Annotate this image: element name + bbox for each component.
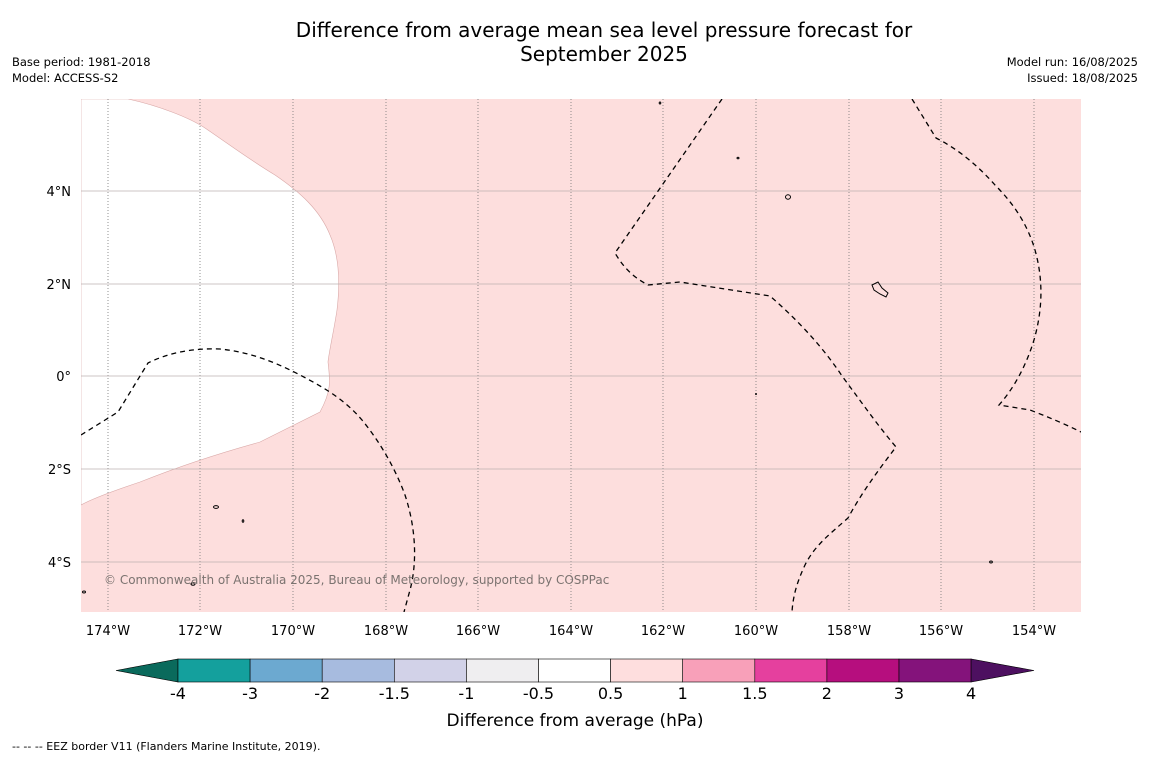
lon-tick-label: 158°W [827, 624, 871, 639]
colorbar-tick-label: 2 [822, 684, 832, 703]
island-shape [213, 505, 219, 509]
colorbar-box [538, 658, 611, 683]
colorbar-tick-label: -4 [170, 684, 186, 703]
island-shape [82, 590, 86, 594]
lon-tick-label: 174°W [86, 624, 130, 639]
eez-border [911, 99, 1081, 433]
colorbar-tick-label: 3 [894, 684, 904, 703]
map-panel: © Commonwealth of Australia 2025, Bureau… [81, 99, 1081, 612]
colorbar-box [393, 658, 467, 683]
colorbar-box [898, 658, 972, 683]
latitude-axis: 4°N 2°N 0° 2°S 4°S [47, 185, 72, 571]
colorbar-box [610, 658, 683, 683]
colorbar-box [754, 658, 828, 683]
island-shape [871, 281, 889, 298]
colorbar-box [826, 658, 900, 683]
eez-footnote: -- -- -- EEZ border V11 (Flanders Marine… [12, 740, 321, 753]
model-name: Model: ACCESS-S2 [12, 71, 119, 85]
colorbar-tick-label: -3 [242, 684, 258, 703]
colorbar-box [466, 658, 539, 683]
chart-title: Difference from average mean sea level p… [0, 18, 1150, 66]
lon-tick-label: 154°W [1012, 624, 1056, 639]
colorbar-box [682, 658, 756, 683]
base-period: Base period: 1981-2018 [12, 55, 151, 69]
lat-tick-label: 0° [56, 370, 71, 385]
colorbar-extend-min [115, 658, 179, 683]
eez-borders [81, 99, 1081, 612]
lon-tick-label: 164°W [549, 624, 593, 639]
model-run: Model run: 16/08/2025 [1006, 55, 1138, 69]
neutral-region [81, 99, 340, 506]
lon-tick-label: 156°W [919, 624, 963, 639]
meta-right: Model run: 16/08/2025 Issued: 18/08/2025 [1007, 54, 1138, 86]
lat-tick-label: 4°N [47, 185, 72, 200]
title-line-1: Difference from average mean sea level p… [295, 18, 913, 42]
colorbar-tick-label: -2 [314, 684, 330, 703]
colorbar-tick-label: -0.5 [523, 684, 554, 703]
lat-tick-label: 2°S [48, 463, 71, 478]
colorbar-box [249, 658, 323, 683]
island-shape [785, 194, 791, 200]
lat-tick-label: 2°N [47, 278, 72, 293]
grid-lines [81, 99, 1081, 612]
colorbar-box [321, 658, 395, 683]
island-shape [755, 393, 757, 395]
eez-border [614, 99, 897, 612]
colorbar-tick-label: 4 [966, 684, 976, 703]
island-shape [658, 101, 662, 105]
lon-tick-label: 160°W [734, 624, 778, 639]
copyright-notice: © Commonwealth of Australia 2025, Bureau… [104, 573, 609, 587]
colorbar-boxes [115, 658, 1035, 683]
island-shape [241, 519, 245, 523]
colorbar-tick-labels: -4 -3 -2 -1.5 -1 -0.5 0.5 1 1.5 2 3 4 [170, 684, 976, 703]
lon-tick-label: 170°W [271, 624, 315, 639]
lon-tick-label: 172°W [178, 624, 222, 639]
colorbar-extend-max [970, 658, 1035, 683]
colorbar-tick-label: -1.5 [379, 684, 410, 703]
island-shape [989, 560, 993, 564]
colorbar-tick-label: 0.5 [598, 684, 623, 703]
lon-tick-label: 162°W [641, 624, 685, 639]
lon-tick-label: 168°W [364, 624, 408, 639]
islands [82, 101, 993, 594]
colorbar-tick-label: 1.5 [742, 684, 767, 703]
island-shape [190, 582, 196, 586]
issued-date: Issued: 18/08/2025 [1027, 71, 1138, 85]
title-line-2: September 2025 [520, 42, 688, 66]
longitude-axis: 174°W 172°W 170°W 168°W 166°W 164°W 162°… [86, 624, 1056, 639]
eez-border [81, 348, 416, 612]
colorbar-box [177, 658, 251, 683]
colorbar-tick-label: 1 [678, 684, 688, 703]
lon-tick-label: 166°W [456, 624, 500, 639]
colorbar-tick-label: -1 [458, 684, 474, 703]
island-shape [736, 156, 740, 160]
lat-tick-label: 4°S [48, 556, 71, 571]
colorbar-title: Difference from average (hPa) [447, 711, 704, 731]
colorbar: -4 -3 -2 -1.5 -1 -0.5 0.5 1 1.5 2 3 4 Difference fr… [115, 658, 1035, 731]
meta-left: Base period: 1981-2018 Model: ACCESS-S2 [12, 54, 151, 86]
